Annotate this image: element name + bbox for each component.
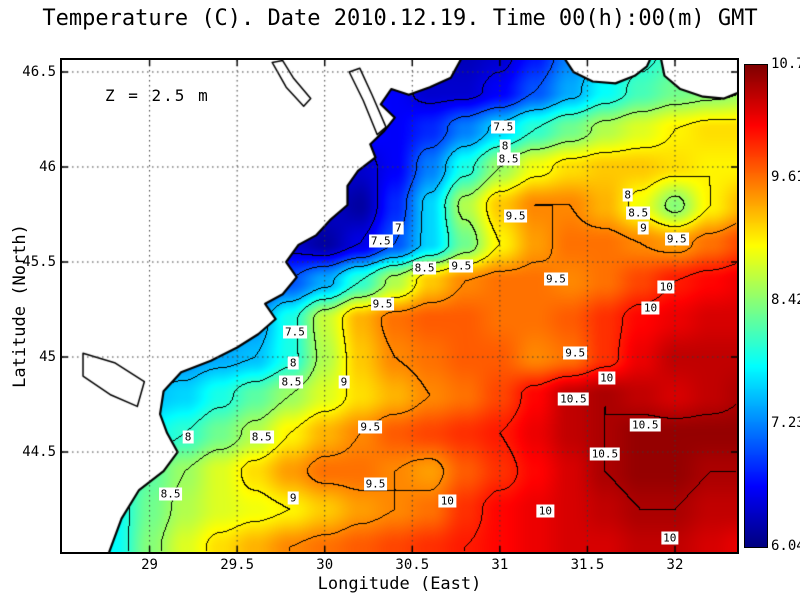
contour-label: 8 bbox=[622, 188, 634, 202]
contour-label: 9.5 bbox=[370, 297, 395, 311]
contour-label: 9 bbox=[287, 491, 299, 505]
y-tick-label: 45 bbox=[39, 349, 56, 366]
colorbar-tick-label: 9.61 bbox=[771, 168, 800, 185]
x-tick-label: 31 bbox=[491, 557, 509, 573]
colorbar-tick-label: 10.7 bbox=[771, 56, 800, 72]
contour-label: 9 bbox=[638, 221, 649, 235]
contour-label: 9.5 bbox=[563, 346, 588, 360]
contour-label: 7 bbox=[392, 221, 404, 235]
colorbar bbox=[744, 64, 768, 548]
x-tick-label: 31.5 bbox=[570, 557, 605, 573]
x-tick-label: 29 bbox=[141, 557, 158, 573]
contour-label: 10.5 bbox=[589, 447, 621, 461]
contour-label: 9.5 bbox=[664, 232, 689, 246]
contour-label: 8 bbox=[182, 430, 194, 444]
contour-label: 10 bbox=[598, 371, 616, 385]
contour-label: 9.5 bbox=[543, 272, 568, 286]
colorbar-tick-label: 6.04 bbox=[771, 538, 800, 554]
x-tick-label: 30.5 bbox=[395, 557, 430, 573]
colorbar-tick-label: 7.23 bbox=[771, 414, 800, 431]
y-tick-label: 46.5 bbox=[22, 63, 56, 80]
contour-label: 8.5 bbox=[279, 375, 304, 389]
contour-label: 10 bbox=[657, 280, 675, 294]
x-tick-label: 29.5 bbox=[220, 557, 254, 573]
contour-label: 8.5 bbox=[496, 152, 521, 166]
contour-label: 10 bbox=[536, 504, 555, 518]
y-tick-label: 44.5 bbox=[22, 444, 56, 461]
contour-label: 10 bbox=[661, 531, 679, 545]
contour-label: 7.5 bbox=[368, 234, 393, 248]
contour-label: 8.5 bbox=[158, 487, 183, 501]
contour-label: 8.5 bbox=[412, 261, 437, 275]
contour-label: 8 bbox=[287, 356, 299, 370]
contour-label: 7.5 bbox=[283, 325, 307, 339]
contour-label: 8.5 bbox=[249, 430, 274, 444]
x-tick-label: 30 bbox=[316, 557, 334, 573]
contour-label: 10 bbox=[438, 494, 456, 508]
x-axis-label: Longitude (East) bbox=[317, 574, 482, 594]
plot-area: Z = 2.5 m 7.5 8 8.5 8 8.5 9 9.5 9.5 7 7.5 8.5 9.5 9.… bbox=[60, 58, 739, 554]
contour-label: 10 bbox=[641, 301, 660, 315]
contour-label: 7.5 bbox=[491, 120, 516, 134]
contour-label: 9.5 bbox=[358, 420, 383, 434]
contour-label: 10.5 bbox=[629, 418, 661, 432]
contour-label: 9.5 bbox=[449, 259, 474, 273]
contour-label: 9.5 bbox=[363, 477, 388, 491]
x-tick-label: 32 bbox=[666, 557, 684, 573]
contour-label: 8 bbox=[499, 139, 511, 153]
y-tick-label: 46 bbox=[39, 158, 56, 175]
depth-annotation: Z = 2.5 m bbox=[105, 86, 210, 105]
contour-label: 9 bbox=[338, 375, 350, 389]
contour-label: 10.5 bbox=[558, 392, 589, 406]
temperature-field-canvas bbox=[62, 60, 737, 552]
colorbar-tick-label: 8.42 bbox=[771, 291, 800, 308]
colorbar-gradient-canvas bbox=[745, 65, 767, 547]
contour-label: 8.5 bbox=[626, 206, 651, 220]
contour-label: 9.5 bbox=[503, 209, 528, 223]
y-tick-label: 45.5 bbox=[22, 254, 56, 270]
chart-title: Temperature (C). Date 2010.12.19. Time 0… bbox=[42, 6, 758, 31]
